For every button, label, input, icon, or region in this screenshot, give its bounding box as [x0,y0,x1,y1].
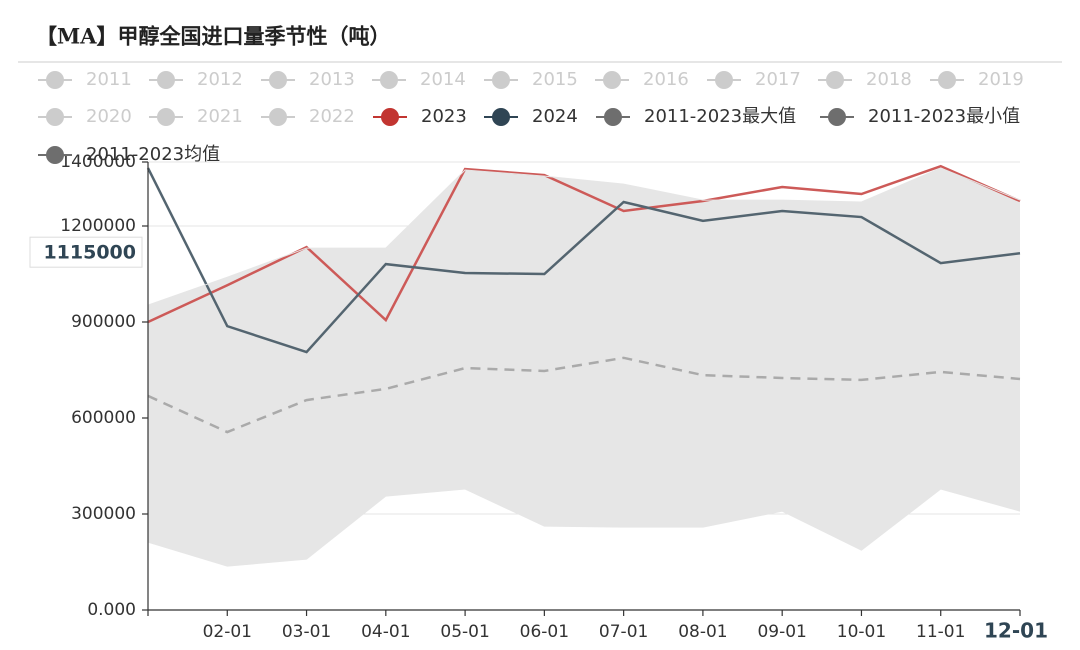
legend-label: 2015 [532,69,578,90]
x-tick-label: 06-01 [520,622,569,642]
legend-label: 2011-2023均值 [86,144,220,165]
legend-marker [380,71,398,89]
legend-marker [157,71,175,89]
y-tick-label: 300000 [71,504,136,524]
legend-marker [46,146,64,164]
x-tick-label: 05-01 [440,622,489,642]
x-tick-label: 07-01 [599,622,648,642]
series-line [147,167,1021,306]
x-tick-label: 02-01 [203,622,252,642]
y-pointer-box [29,236,143,268]
y-tick-label: 1400000 [60,152,136,172]
y-tick-label: 0.000 [87,600,136,620]
legend-marker [604,108,622,126]
legend-marker [826,71,844,89]
x-tick-label: 11-01 [916,622,965,642]
y-tick-label: 600000 [71,408,136,428]
legend-label: 2011 [86,69,132,90]
x-tick-label: 08-01 [678,622,727,642]
legend-marker [938,71,956,89]
legend-label: 2018 [866,69,912,90]
y-pointer-label: 1115000 [43,242,136,264]
legend-marker [492,108,510,126]
legend-label: 2014 [420,69,466,90]
legend-marker [492,71,510,89]
legend-label: 2021 [197,106,243,127]
legend-label: 2024 [532,106,578,127]
legend-marker [46,71,64,89]
legend-label: 2022 [309,106,355,127]
legend-marker [269,71,287,89]
legend-label: 2012 [197,69,243,90]
series-line [147,356,1021,434]
x-tick-label: 10-01 [837,622,886,642]
legend-label: 2011-2023最大值 [644,106,796,127]
x-tick-label: 03-01 [282,622,331,642]
series-line [146,167,1021,354]
legend-marker [157,108,175,126]
legend-marker [828,108,846,126]
y-tick-label: 900000 [71,312,136,332]
legend-label: 2017 [755,69,801,90]
x-tick-label: 04-01 [361,622,410,642]
legend-label: 2019 [978,69,1024,90]
legend-marker [381,108,399,126]
x-pointer-label: 12-01 [984,619,1048,643]
x-tick-label: 09-01 [757,622,806,642]
legend-label: 2016 [643,69,689,90]
series-line [147,488,1021,567]
chart-title: 【MA】甲醇全国进口量季节性（吨） [36,24,391,49]
legend-label: 2020 [86,106,132,127]
legend-label: 2023 [421,106,467,127]
legend-marker [269,108,287,126]
legend-label: 2011-2023最小值 [868,106,1020,127]
series-line [147,164,1021,324]
legend-marker [715,71,733,89]
legend-label: 2013 [309,69,355,90]
range-band [148,168,1020,567]
y-tick-label: 1200000 [60,216,136,236]
legend-marker [46,108,64,126]
legend-marker [603,71,621,89]
